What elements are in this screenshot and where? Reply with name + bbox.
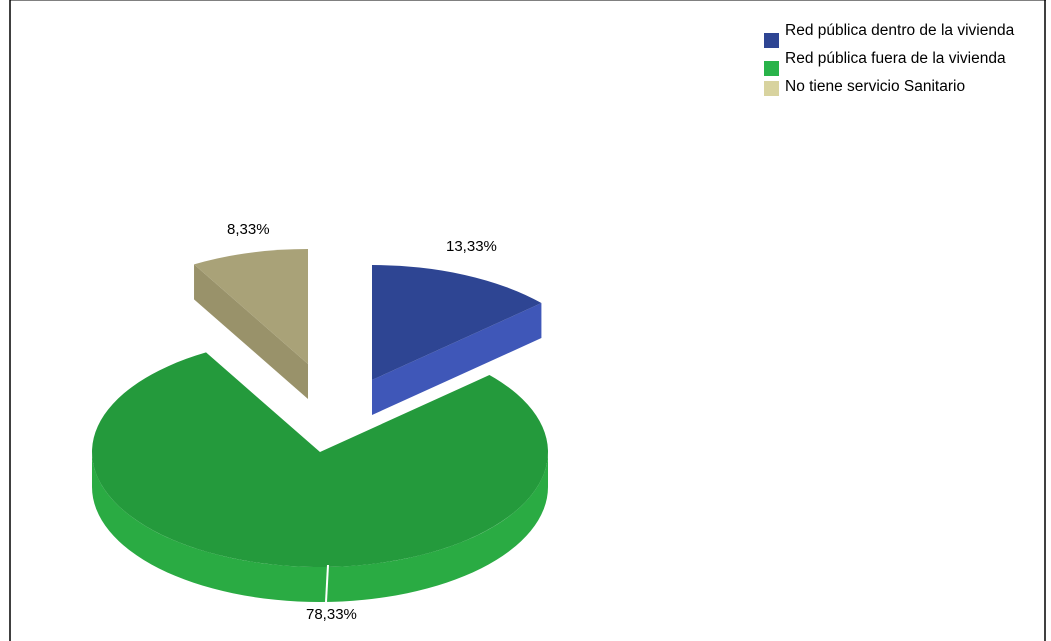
legend-label-no-servicio: No tiene servicio Sanitario xyxy=(785,78,966,95)
pie-side-red-fuera xyxy=(92,452,548,602)
pie-edge-red-dentro xyxy=(372,303,542,415)
legend-swatch-red-fuera xyxy=(764,61,779,76)
legend-swatch-no-servicio xyxy=(764,81,779,96)
pie-top-red-dentro xyxy=(372,265,542,380)
pie-chart xyxy=(91,249,549,603)
pie-slice-no-servicio xyxy=(194,249,308,399)
legend-swatch-red-dentro xyxy=(764,33,779,48)
slice-label-red-fuera: 78,33% xyxy=(306,606,357,623)
chart-legend: Red pública dentro de la vivienda Red pú… xyxy=(764,22,1044,100)
pie-top-red-fuera xyxy=(91,352,549,567)
slice-label-red-dentro: 13,33% xyxy=(446,238,497,255)
legend-item-no-servicio: No tiene servicio Sanitario xyxy=(764,78,1044,96)
pie-top-no-servicio xyxy=(194,249,308,364)
pie-slice-red-fuera xyxy=(91,352,549,602)
pie-side-highlight xyxy=(325,564,329,603)
legend-label-red-dentro: Red pública dentro de la vivienda xyxy=(785,22,1015,39)
pie-slice-red-dentro xyxy=(372,265,542,415)
legend-item-red-dentro: Red pública dentro de la vivienda xyxy=(764,22,1044,48)
slice-label-no-servicio: 8,33% xyxy=(227,221,270,238)
legend-label-red-fuera: Red pública fuera de la vivienda xyxy=(785,50,1006,67)
legend-item-red-fuera: Red pública fuera de la vivienda xyxy=(764,50,1044,76)
pie-edge-no-servicio xyxy=(194,264,308,399)
